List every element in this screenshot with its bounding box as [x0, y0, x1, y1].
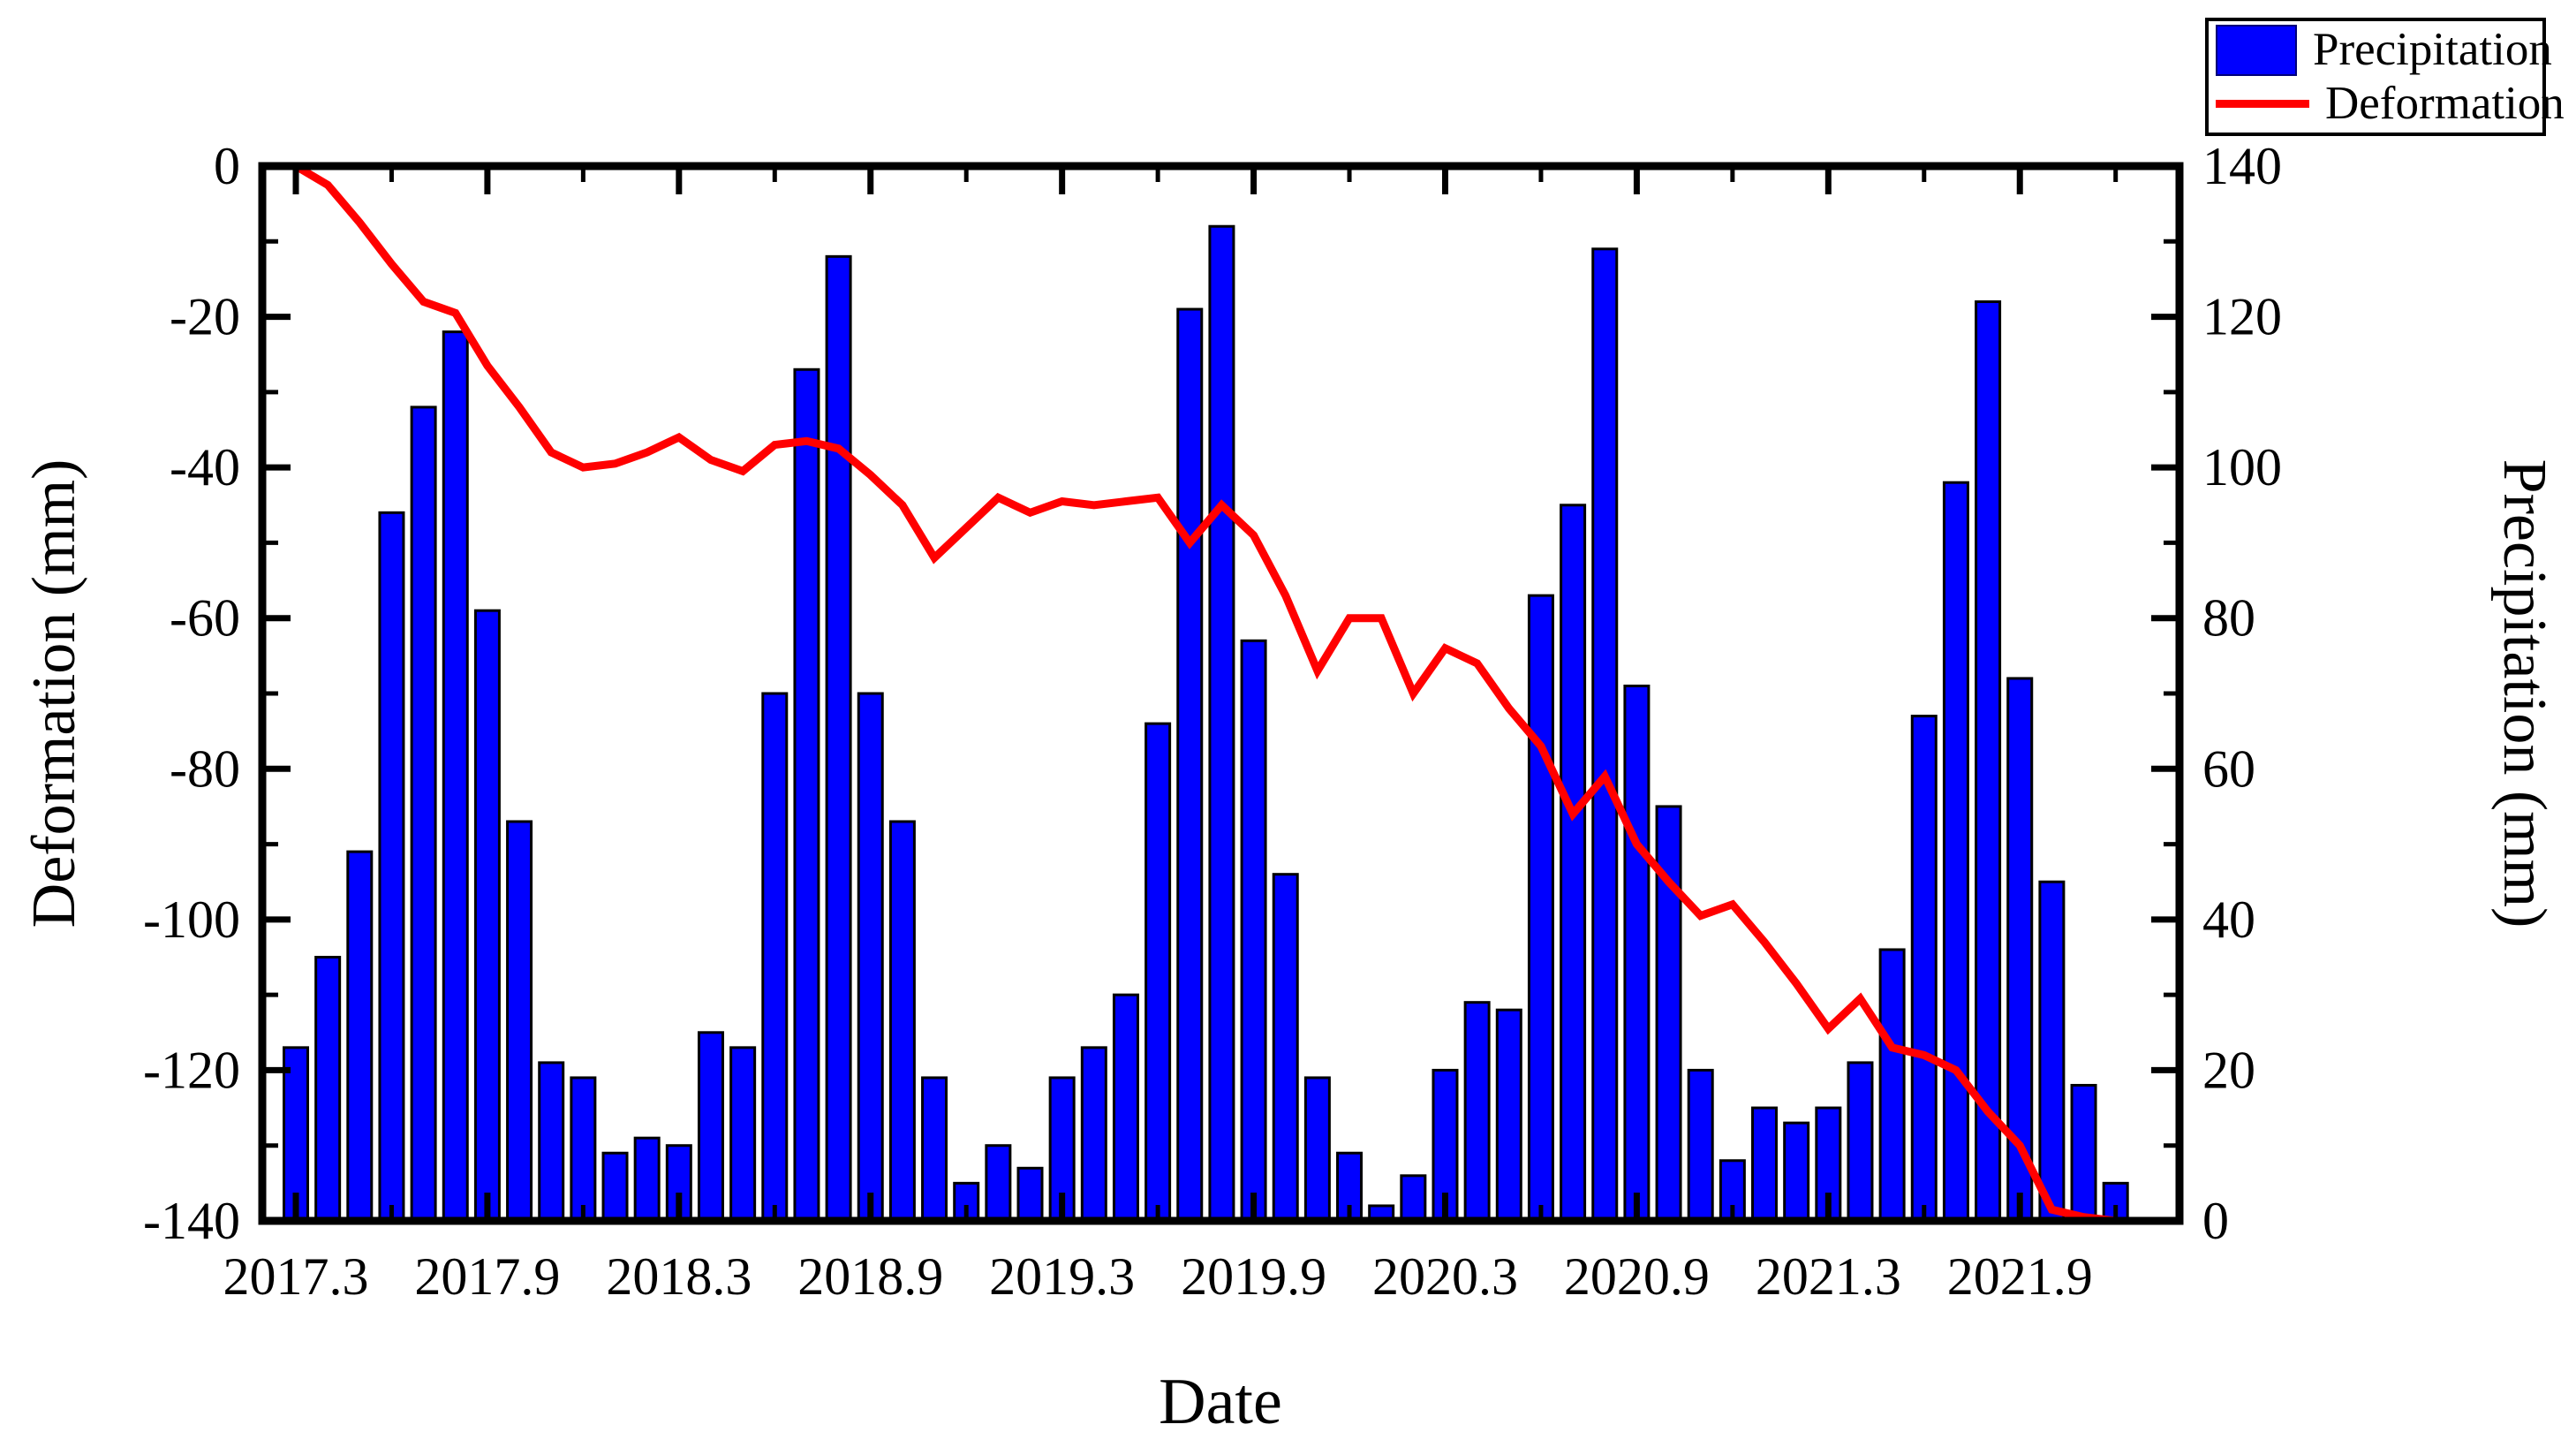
precipitation-bar: [1176, 307, 1204, 1223]
precipitation-bar: [1847, 1061, 1874, 1223]
y-right-tick-label: 100: [2202, 438, 2282, 496]
precipitation-bar: [1208, 224, 1235, 1223]
precipitation-bar: [921, 1076, 948, 1223]
y-right-tick-label: 120: [2202, 288, 2282, 346]
x-tick-label: 2018.9: [797, 1247, 943, 1306]
precipitation-bar: [1144, 722, 1172, 1223]
x-tick-label: 2017.3: [223, 1247, 369, 1306]
precipitation-bar: [1942, 481, 1969, 1223]
precipitation-bar: [601, 1151, 629, 1223]
deformation-line: [293, 163, 2179, 1225]
precipitation-bar: [538, 1061, 565, 1223]
precipitation-bar: [378, 511, 405, 1223]
precipitation-bar: [1463, 1001, 1491, 1223]
x-tick-label: 2017.9: [414, 1247, 560, 1306]
precipitation-bar: [1240, 639, 1267, 1223]
legend-item-deformation: Deformation: [2209, 79, 2565, 128]
precipitation-bar: [1272, 873, 1299, 1223]
legend-label-precipitation: Precipitation: [2313, 24, 2552, 76]
x-tick-label: 2020.9: [1564, 1247, 1710, 1306]
plot-frame: [258, 162, 2184, 1225]
precipitation-bar: [1560, 504, 1587, 1223]
precipitation-bar: [1303, 1076, 1331, 1223]
x-tick-label: 2020.3: [1372, 1247, 1518, 1306]
y-left-axis-title: Deformation (mm): [20, 458, 88, 928]
x-tick-label: 2021.9: [1947, 1247, 2093, 1306]
precipitation-bar: [2038, 880, 2066, 1223]
precipitation-bar: [1527, 594, 1554, 1223]
precipitation-bar: [761, 692, 789, 1223]
y-right-tick-label: 40: [2202, 890, 2255, 949]
precipitation-bar: [1975, 300, 2002, 1223]
precipitation-bar: [1623, 684, 1651, 1223]
y-left-tick-label: -20: [170, 288, 240, 346]
precipitation-bar: [410, 405, 437, 1223]
x-tick-label: 2021.3: [1756, 1247, 1901, 1306]
x-axis-title: Date: [1159, 1366, 1282, 1432]
precipitation-bar: [346, 850, 374, 1223]
x-tick-label: 2018.3: [606, 1247, 752, 1306]
precipitation-bar: [506, 820, 533, 1223]
precipitation-swatch-icon: [2216, 24, 2297, 76]
precipitation-bar: [1687, 1068, 1714, 1223]
y-left-tick-label: 0: [214, 137, 240, 195]
legend: Precipitation Deformation: [2205, 18, 2565, 136]
legend-item-precipitation: Precipitation: [2209, 24, 2552, 76]
y-right-tick-label: 0: [2202, 1192, 2229, 1250]
precipitation-bar: [729, 1046, 757, 1223]
precipitation-bar: [985, 1144, 1012, 1223]
legend-label-deformation: Deformation: [2325, 77, 2565, 129]
precipitation-bar: [697, 1031, 724, 1223]
precipitation-bar: [793, 367, 820, 1223]
precipitation-bar: [1080, 1046, 1107, 1223]
precipitation-bar: [1495, 1008, 1522, 1223]
y-left-tick-label: -40: [170, 438, 240, 496]
precipitation-bar: [1016, 1166, 1044, 1223]
precipitation-bar: [1878, 948, 1906, 1223]
precipitation-bar: [1112, 993, 1139, 1223]
precipitation-bar: [314, 956, 342, 1223]
precipitation-bar: [633, 1136, 661, 1223]
y-left-tick-label: -80: [170, 739, 240, 798]
precipitation-bar: [825, 254, 852, 1223]
y-right-axis-title: Precipitation (mm): [2490, 458, 2558, 928]
precipitation-bar: [888, 820, 916, 1223]
precipitation-bar: [1910, 715, 1938, 1223]
precipitation-bar: [1400, 1174, 1427, 1223]
x-tick-label: 2019.3: [989, 1247, 1135, 1306]
precipitation-bar: [857, 692, 884, 1223]
y-right-tick-label: 20: [2202, 1041, 2255, 1099]
y-left-tick-label: -60: [170, 589, 240, 648]
precipitation-bar: [570, 1076, 597, 1223]
y-left-tick-label: -140: [143, 1192, 240, 1250]
y-right-tick-label: 140: [2202, 137, 2282, 195]
y-left-tick-label: -120: [143, 1041, 240, 1099]
precipitation-bar: [473, 609, 501, 1223]
precipitation-bar: [442, 330, 469, 1223]
precipitation-bar: [1751, 1106, 1779, 1223]
y-right-tick-label: 60: [2202, 739, 2255, 798]
deformation-swatch-icon: [2216, 99, 2309, 108]
y-right-tick-label: 80: [2202, 589, 2255, 648]
precipitation-bar: [2006, 677, 2034, 1223]
y-left-tick-label: -100: [143, 890, 240, 949]
x-tick-label: 2019.9: [1181, 1247, 1326, 1306]
precipitation-bar: [2070, 1083, 2097, 1223]
precipitation-bar: [1591, 247, 1619, 1223]
precipitation-bar: [1783, 1121, 1810, 1223]
